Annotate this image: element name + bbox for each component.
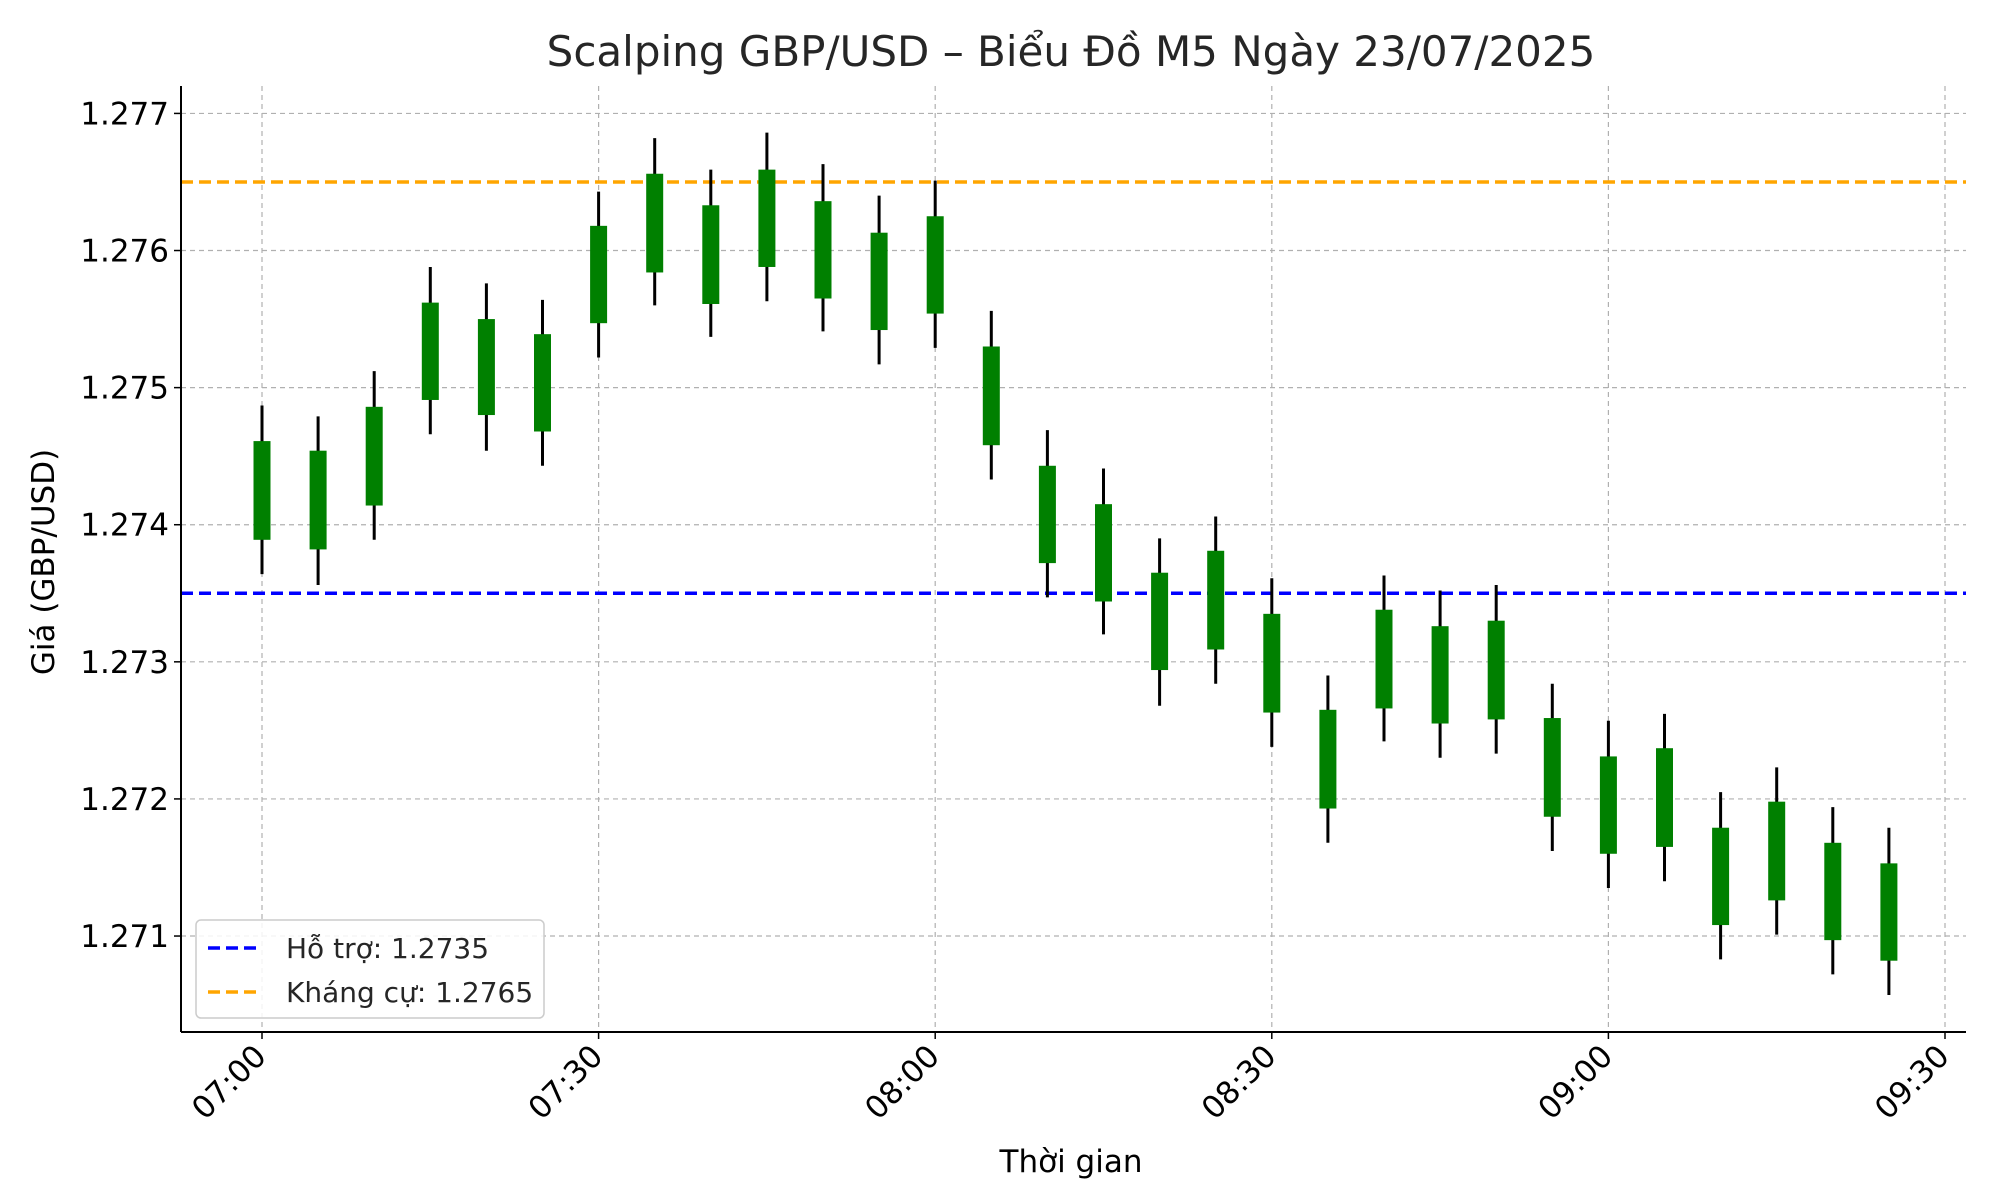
candle [1880,827,1898,995]
candle-body [814,201,832,299]
x-axis-label: Thời gian [999,1144,1143,1180]
candle-body [253,441,271,540]
x-tick-label: 07:00 [185,1038,274,1127]
candles [253,132,1898,995]
candle [1207,516,1225,684]
candle-body [421,302,439,400]
legend-entry: Hỗ trợ: 1.2735 [208,932,489,965]
candle [1263,578,1281,747]
candle-body [1319,709,1337,809]
candle [1824,807,1842,975]
legend: Hỗ trợ: 1.2735 Kháng cự: 1.2765 [195,919,545,1019]
candle [758,132,776,302]
candle-body [1656,748,1673,847]
candle-body [646,173,664,273]
candle [1656,713,1673,882]
x-tick-label: 08:30 [1195,1038,1284,1127]
x-tick-label: 09:30 [1868,1038,1957,1127]
candle [1319,675,1337,843]
candle-body [870,232,888,331]
axes [180,86,1966,1033]
y-tick-label: 1.276 [80,234,169,270]
reference-lines [181,180,1966,596]
candle [1768,767,1786,935]
candle-body [758,169,776,267]
candle-body [477,319,495,416]
candle [1712,792,1730,960]
candle-body [1431,626,1449,724]
y-tick-label: 1.277 [80,96,169,132]
candle [814,164,832,332]
candle-body [1824,842,1842,941]
candle-body [1038,465,1056,564]
candle-body [1712,827,1730,926]
legend-label: Hỗ trợ: 1.2735 [286,932,489,965]
legend-entry: Kháng cự: 1.2765 [208,976,533,1009]
candle [926,180,944,348]
candle-body [590,225,608,324]
candle [534,299,551,466]
candle-body [1880,863,1898,961]
candle [477,283,495,451]
candle-body [1263,613,1281,713]
candle-body [365,406,383,506]
candle-body [1599,756,1617,854]
candle-body [309,450,327,550]
y-tick-label: 1.274 [80,508,169,544]
candle [590,191,608,358]
y-tick-label: 1.275 [80,371,169,407]
y-tick-label: 1.273 [80,645,169,681]
grid-lines [181,86,1966,1032]
candle [1151,538,1169,706]
candle-body [1487,620,1505,720]
candle-body [1095,504,1112,602]
candle-body [702,205,720,304]
chart-title: Scalping GBP/USD – Biểu Đồ M5 Ngày 23/07… [547,27,1596,76]
y-axis-ticks: 1.271 1.272 1.273 1.274 1.275 1.276 1.277 [80,96,181,955]
candle [365,371,383,540]
y-tick-label: 1.271 [80,919,169,955]
y-tick-label: 1.272 [80,782,169,818]
candle-body [1207,550,1225,650]
candle [1375,575,1393,742]
candle [309,416,327,586]
candle [1095,468,1112,635]
candle [702,169,720,337]
candle-body [1151,572,1169,671]
y-axis-label: Giá (GBP/USD) [26,449,62,675]
candle-body [982,346,1000,446]
x-tick-label: 07:30 [522,1038,611,1127]
candle [1599,720,1617,889]
candle [646,138,664,306]
x-axis-ticks: 07:00 07:30 08:00 08:30 09:00 09:30 [185,1032,1957,1127]
legend-label: Kháng cự: 1.2765 [286,976,533,1009]
candle [870,195,888,365]
candle [1543,683,1561,852]
candle-body [1768,801,1786,901]
candle [421,266,439,435]
candle-body [926,216,944,314]
candle [1038,430,1056,598]
legend-box [195,919,545,1019]
candle-body [534,334,551,432]
candle [1431,590,1449,758]
x-tick-label: 09:00 [1531,1038,1620,1127]
candle [1487,585,1505,754]
candle-body [1375,609,1393,709]
x-tick-label: 08:00 [858,1038,947,1127]
candle [982,310,1000,480]
candle [253,405,271,575]
candle-body [1543,718,1561,817]
